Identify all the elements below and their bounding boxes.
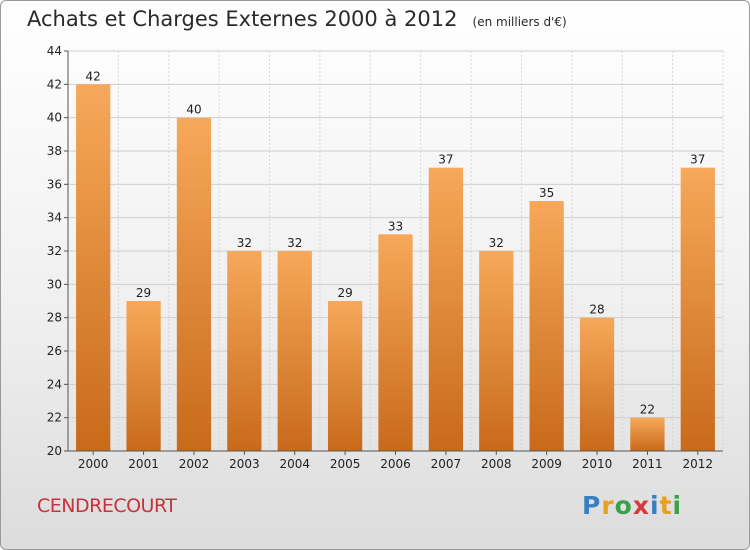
data-label: 32 [489, 236, 504, 250]
y-tick-label: 38 [47, 144, 62, 158]
bar [479, 251, 514, 451]
data-label: 29 [136, 286, 151, 300]
y-tick-label: 42 [47, 77, 62, 91]
bar [176, 117, 212, 452]
y-tick-label: 34 [47, 211, 62, 225]
bar [378, 234, 413, 451]
x-tick-label: 2011 [632, 457, 663, 471]
logo-letter: P [582, 491, 602, 520]
data-label: 29 [337, 286, 352, 300]
y-tick-label: 44 [47, 44, 62, 58]
x-tick-label: 2010 [582, 457, 613, 471]
y-tick-label: 32 [47, 244, 62, 258]
bar [327, 301, 363, 451]
logo-letter: o [614, 491, 633, 520]
chart-title: Achats et Charges Externes 2000 à 2012 [27, 7, 458, 31]
x-tick-label: 2009 [531, 457, 562, 471]
x-tick-label: 2002 [179, 457, 210, 471]
bar [227, 251, 262, 451]
logo-letter: i [672, 491, 683, 520]
data-label: 33 [388, 219, 403, 233]
bar [428, 167, 464, 451]
x-tick-label: 2003 [229, 457, 260, 471]
place-name: CENDRECOURT [37, 495, 177, 517]
bar [76, 84, 111, 451]
data-label: 32 [287, 236, 302, 250]
bar [579, 317, 615, 451]
logo-letter: x [632, 491, 650, 520]
y-tick-label: 40 [47, 111, 62, 125]
x-tick-label: 2012 [683, 457, 714, 471]
x-tick-label: 2008 [481, 457, 512, 471]
logo-letter: i [650, 491, 660, 520]
bar [126, 301, 161, 451]
y-tick-label: 20 [47, 444, 62, 458]
data-label: 28 [589, 303, 604, 317]
bar [680, 167, 715, 451]
title-block: Achats et Charges Externes 2000 à 2012 (… [27, 7, 567, 31]
data-label: 37 [438, 153, 453, 167]
x-tick-label: 2005 [330, 457, 361, 471]
x-tick-label: 2001 [128, 457, 159, 471]
x-tick-label: 2004 [279, 457, 310, 471]
bars: 42 29 40 32 32 29 33 37 32 35 28 22 37 [76, 69, 715, 452]
y-tick-label: 26 [47, 344, 62, 358]
data-label: 40 [186, 103, 201, 117]
y-tick-label: 22 [47, 411, 62, 425]
data-label: 35 [539, 186, 554, 200]
data-label: 37 [690, 153, 705, 167]
logo-letter: t [659, 491, 673, 520]
y-tick-label: 30 [47, 277, 62, 291]
y-tick-label: 28 [47, 311, 62, 325]
y-tick-label: 24 [47, 377, 62, 391]
proxiti-logo: Proxiti [582, 491, 682, 520]
bar [529, 201, 564, 451]
x-tick-label: 2006 [380, 457, 411, 471]
x-tick-label: 2000 [78, 457, 109, 471]
data-label: 22 [640, 403, 655, 417]
logo-letter: r [601, 491, 615, 520]
axes: 20 22 24 26 28 30 32 34 36 38 40 42 44 2000 2001 2002 20… [47, 44, 723, 471]
x-tick-label: 2007 [431, 457, 462, 471]
y-tick-label: 36 [47, 177, 62, 191]
data-label: 32 [237, 236, 252, 250]
data-label: 42 [86, 69, 101, 83]
bar [630, 417, 665, 451]
chart-subtitle: (en milliers d'€) [472, 15, 567, 29]
bar [277, 251, 312, 451]
